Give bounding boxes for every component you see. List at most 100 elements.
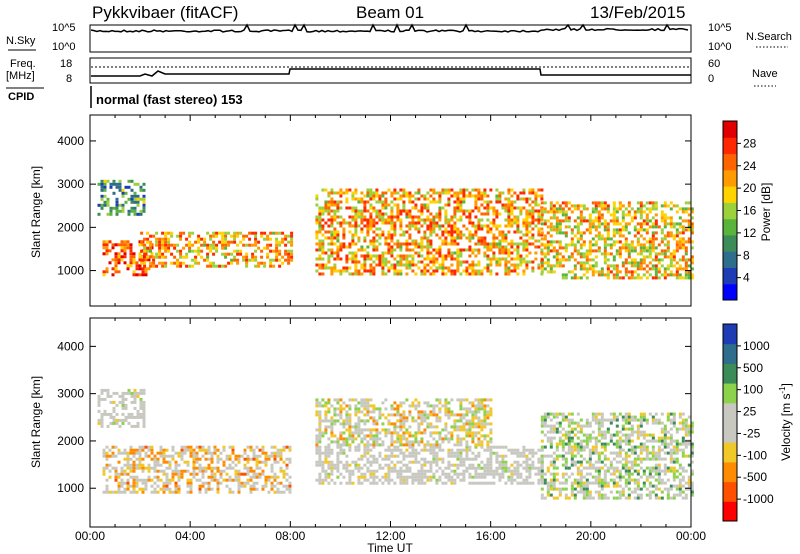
data-cell — [254, 249, 258, 253]
colorbar-tick-label: 28 — [743, 136, 757, 150]
data-cell — [393, 257, 397, 261]
data-cell — [630, 264, 634, 268]
data-cell — [136, 424, 140, 428]
data-cell — [198, 478, 202, 482]
data-cell — [130, 194, 134, 198]
data-cell — [507, 448, 511, 452]
data-cell — [630, 270, 634, 274]
data-cell — [465, 448, 469, 452]
data-cell — [474, 422, 478, 426]
data-cell — [513, 266, 517, 270]
data-cell — [525, 466, 529, 470]
data-cell — [612, 228, 616, 232]
data-cell — [126, 240, 130, 244]
data-cell — [357, 209, 361, 213]
data-cell — [105, 454, 109, 458]
data-cell — [273, 454, 277, 458]
data-cell — [287, 249, 291, 253]
data-cell — [426, 224, 430, 228]
data-cell — [115, 182, 119, 186]
data-cell — [252, 448, 256, 452]
data-cell — [660, 496, 664, 500]
data-cell — [600, 207, 604, 211]
data-cell — [615, 216, 619, 220]
data-cell — [525, 260, 529, 264]
data-cell — [477, 454, 481, 458]
data-cell — [207, 457, 211, 461]
data-cell — [182, 255, 186, 259]
data-cell — [498, 212, 502, 216]
data-cell — [435, 425, 439, 429]
data-cell — [603, 237, 607, 241]
data-cell — [417, 443, 421, 447]
data-cell — [564, 463, 568, 467]
data-cell — [570, 240, 574, 244]
data-cell — [465, 413, 469, 417]
data-cell — [510, 475, 514, 479]
data-cell — [465, 428, 469, 432]
data-cell — [564, 249, 568, 253]
data-cell — [237, 475, 241, 479]
data-cell — [633, 210, 637, 214]
data-cell — [483, 469, 487, 473]
data-cell — [102, 466, 106, 470]
data-cell — [402, 257, 406, 261]
data-cell — [363, 448, 367, 452]
data-cell — [384, 221, 388, 225]
data-cell — [666, 216, 670, 220]
data-cell — [216, 484, 220, 488]
data-cell — [378, 263, 382, 267]
data-cell — [366, 191, 370, 195]
data-cell — [114, 252, 118, 256]
data-cell — [342, 463, 346, 467]
data-cell — [528, 203, 532, 207]
data-cell — [222, 478, 226, 482]
data-cell — [138, 258, 142, 262]
data-cell — [453, 469, 457, 473]
data-cell — [507, 260, 511, 264]
data-cell — [582, 273, 586, 277]
data-cell — [531, 242, 535, 246]
data-cell — [642, 261, 646, 265]
data-cell — [432, 263, 436, 267]
data-cell — [483, 475, 487, 479]
data-cell — [318, 460, 322, 464]
data-cell — [360, 481, 364, 485]
data-cell — [351, 206, 355, 210]
data-cell — [609, 472, 613, 476]
data-cell — [456, 194, 460, 198]
data-cell — [582, 252, 586, 256]
data-cell — [138, 463, 142, 467]
data-cell — [239, 240, 243, 244]
data-cell — [483, 206, 487, 210]
data-cell — [447, 203, 451, 207]
data-cell — [618, 255, 622, 259]
data-cell — [627, 496, 631, 500]
data-cell — [480, 236, 484, 240]
data-cell — [411, 445, 415, 449]
data-cell — [198, 466, 202, 470]
data-cell — [597, 246, 601, 250]
data-cell — [639, 430, 643, 434]
data-cell — [552, 466, 556, 470]
data-cell — [120, 484, 124, 488]
data-cell — [657, 267, 661, 271]
data-cell — [150, 466, 154, 470]
data-cell — [684, 207, 688, 211]
data-cell — [408, 434, 412, 438]
data-cell — [597, 231, 601, 235]
data-cell — [669, 216, 673, 220]
data-cell — [597, 270, 601, 274]
data-cell — [182, 246, 186, 250]
data-cell — [348, 481, 352, 485]
data-cell — [468, 191, 472, 195]
data-cell — [339, 437, 343, 441]
data-cell — [465, 269, 469, 273]
data-cell — [330, 233, 334, 237]
data-cell — [408, 242, 412, 246]
data-cell — [423, 410, 427, 414]
data-cell — [615, 445, 619, 449]
data-cell — [139, 197, 143, 201]
data-cell — [504, 203, 508, 207]
